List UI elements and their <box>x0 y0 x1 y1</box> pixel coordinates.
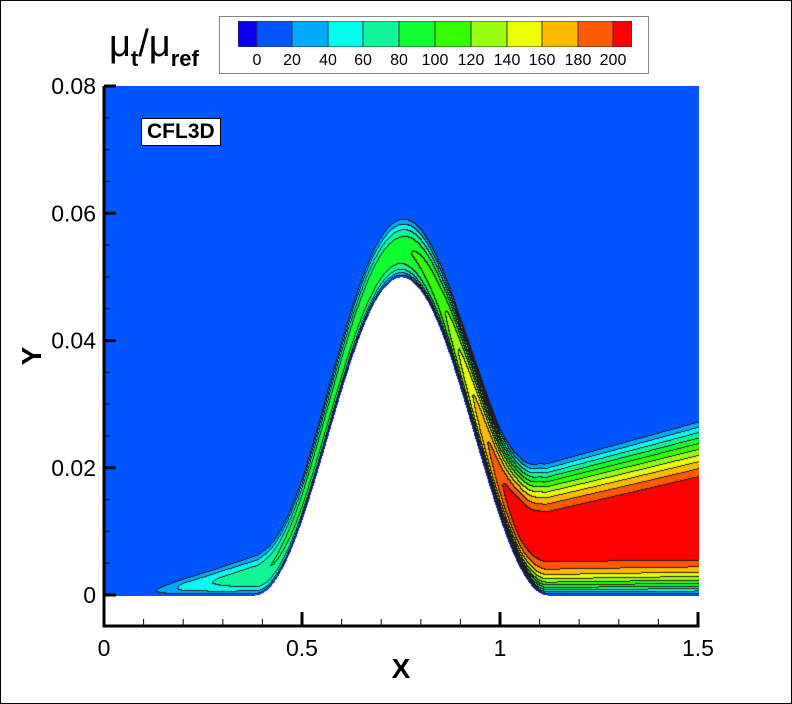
y-tick-label: 0.06 <box>51 200 96 226</box>
x-tick-label: 0 <box>98 635 111 661</box>
colorbar-label: 60 <box>354 52 372 69</box>
colorbar-swatch <box>238 21 257 47</box>
y-tick-label: 0.02 <box>51 455 96 481</box>
x-axis-title: X <box>392 653 411 684</box>
x-tick-label: 1.5 <box>682 635 714 661</box>
colorbar-swatch <box>363 21 399 47</box>
colorbar-swatch <box>435 21 471 47</box>
y-tick-label: 0 <box>83 582 96 608</box>
y-tick-label: 0.08 <box>51 73 96 99</box>
colorbar-swatch <box>292 21 328 47</box>
y-axis-title: Y <box>16 346 47 365</box>
colorbar-swatch <box>613 21 632 47</box>
colorbar-label: 200 <box>599 52 627 69</box>
x-tick-label: 1 <box>494 635 507 661</box>
colorbar-label: 100 <box>421 52 449 69</box>
colorbar-label: 120 <box>457 52 485 69</box>
x-tick-label: 0.5 <box>286 635 318 661</box>
colorbar-swatch <box>399 21 435 47</box>
colorbar-label: 40 <box>319 52 337 69</box>
colorbar-label: 180 <box>564 52 592 69</box>
colorbar-swatch <box>507 21 542 47</box>
colorbar-label: 160 <box>528 52 556 69</box>
colorbar-swatch <box>328 21 363 47</box>
annotation-label: CFL3D <box>141 118 221 146</box>
colorbar: 0 20 40 60 80 100 120 140 160 180 200 <box>219 16 649 74</box>
colorbar-swatch <box>471 21 507 47</box>
colorbar-label: 0 <box>252 52 262 69</box>
colorbar-label: 20 <box>283 52 301 69</box>
colorbar-swatch <box>578 21 613 47</box>
colorbar-swatch <box>257 21 292 47</box>
contour-field <box>104 86 699 596</box>
colorbar-swatch <box>542 21 578 47</box>
colorbar-label: 80 <box>390 52 408 69</box>
colorbar-label: 140 <box>493 52 521 69</box>
colorbar-title: μt/μref <box>109 23 199 71</box>
y-tick-label: 0.04 <box>51 328 96 354</box>
